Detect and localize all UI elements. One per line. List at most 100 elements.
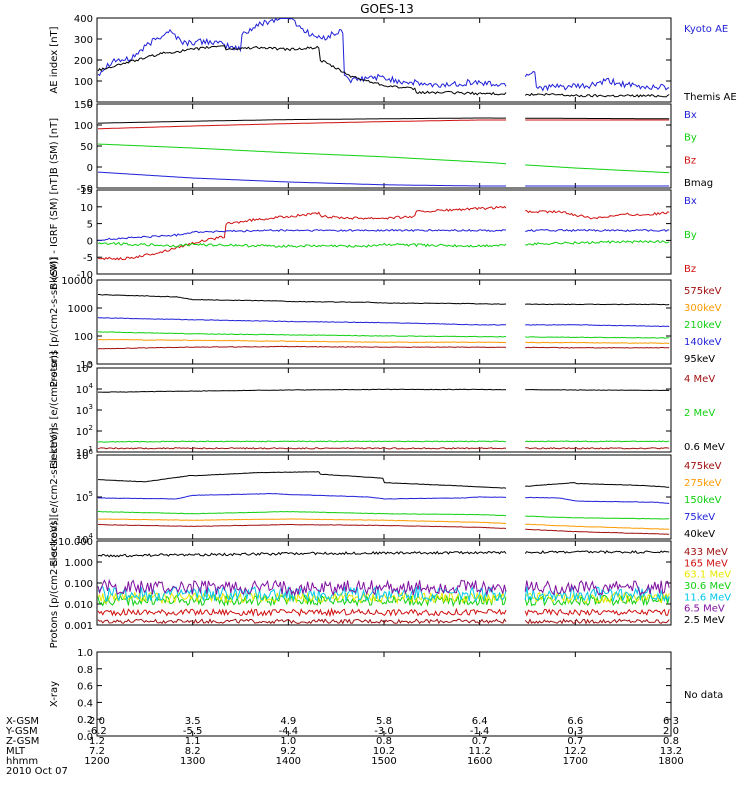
orbit-value: 12.2 bbox=[564, 746, 586, 757]
y-tick-label: 103 bbox=[76, 403, 93, 417]
orbit-value: 1600 bbox=[467, 756, 492, 767]
legend-entry: 0.6 MeV bbox=[684, 442, 725, 453]
legend-entry: 11.6 MeV bbox=[684, 592, 731, 603]
y-tick-label: 10 bbox=[80, 360, 93, 371]
legend-entry: Bx bbox=[684, 110, 697, 121]
y-tick-label: 0.100 bbox=[64, 579, 93, 590]
orbit-value: 8.2 bbox=[185, 746, 201, 757]
y-axis-label: B (SM) - IGRF (SM) [nT] bbox=[49, 174, 60, 290]
series-line-140kev bbox=[97, 317, 670, 328]
orbit-value: 7.2 bbox=[89, 746, 105, 757]
y-axis-label: B (SM) [nT] bbox=[49, 118, 60, 174]
y-tick-label: 104 bbox=[76, 382, 94, 396]
y-tick-label: 105 bbox=[76, 490, 93, 504]
series-line-by bbox=[97, 143, 670, 174]
legend-entry: 165 MeV bbox=[684, 558, 728, 569]
series-line-6.5-mev bbox=[97, 578, 670, 597]
y-tick-label: 106 bbox=[76, 448, 94, 462]
legend-entry: 140keV bbox=[684, 337, 722, 348]
y-tick-label: 1.0 bbox=[77, 648, 93, 659]
y-tick-label: 1000 bbox=[68, 304, 93, 315]
legend-entry: 4 MeV bbox=[684, 374, 715, 385]
orbit-value: 4.9 bbox=[280, 716, 296, 727]
legend-entry: Bz bbox=[684, 264, 696, 275]
y-tick-label: 102 bbox=[76, 424, 93, 438]
orbit-value: 1400 bbox=[276, 756, 301, 767]
y-tick-label: 0.6 bbox=[77, 682, 93, 693]
orbit-value: 2.0 bbox=[663, 726, 679, 737]
series-line-bz bbox=[97, 119, 670, 130]
legend-entry: 275keV bbox=[684, 478, 722, 489]
legend-entry: Bx bbox=[684, 196, 697, 207]
orbit-value: 3.5 bbox=[185, 716, 201, 727]
orbit-date: 2010 Oct 07 bbox=[6, 766, 68, 777]
series-line-475kev bbox=[98, 524, 670, 535]
series-line-bx bbox=[97, 228, 670, 241]
legend-entry: 30.6 MeV bbox=[684, 581, 731, 592]
y-tick-label: 15 bbox=[80, 186, 93, 197]
orbit-value: -5.5 bbox=[183, 726, 203, 737]
orbit-value: 13.2 bbox=[660, 746, 682, 757]
legend-entry: Bz bbox=[684, 155, 696, 166]
orbit-value: 5.8 bbox=[376, 716, 392, 727]
y-tick-label: 0 bbox=[87, 98, 93, 109]
legend-entry: 63.1 MeV bbox=[684, 570, 731, 581]
series-line-bx bbox=[97, 171, 670, 187]
panel-frame bbox=[96, 189, 672, 275]
orbit-row-label: X-GSM bbox=[6, 716, 39, 727]
y-tick-label: 0.2 bbox=[77, 715, 93, 726]
y-tick-label: 0.010 bbox=[64, 600, 93, 611]
series-line-0.6-mev bbox=[98, 388, 670, 393]
orbit-value: -1.4 bbox=[470, 726, 490, 737]
orbit-value: 1800 bbox=[658, 756, 683, 767]
legend-entry: 40keV bbox=[684, 529, 715, 540]
orbit-value: -3.0 bbox=[374, 726, 394, 737]
legend-entry: Kyoto AE bbox=[684, 24, 728, 35]
orbit-value: 1.1 bbox=[185, 736, 201, 747]
series-line-4-mev bbox=[97, 447, 670, 450]
series-line-300kev bbox=[97, 338, 670, 344]
legend-entry: 575keV bbox=[684, 286, 722, 297]
y-tick-label: 100 bbox=[74, 332, 93, 343]
legend-entry: 475keV bbox=[684, 461, 722, 472]
legend-entry: 75keV bbox=[684, 512, 715, 523]
y-tick-label: 0.001 bbox=[64, 621, 93, 632]
y-tick-label: -50 bbox=[77, 184, 93, 195]
series-line-575kev bbox=[97, 345, 670, 350]
y-axis-label: Electrons [e/(cm2-s-sr)] bbox=[49, 351, 60, 469]
legend-entry: 150keV bbox=[684, 495, 722, 506]
legend-entry: 300keV bbox=[684, 303, 722, 314]
series-line-bmag bbox=[97, 117, 670, 124]
orbit-value: 6.6 bbox=[567, 716, 583, 727]
orbit-value: 6.3 bbox=[663, 716, 679, 727]
series-line-63.1-mev bbox=[97, 590, 670, 605]
y-tick-label: 400 bbox=[74, 14, 93, 25]
series-line-40kev bbox=[98, 471, 670, 489]
y-axis-label: Protons [p/(cm2-s-sr-keV)] bbox=[49, 518, 60, 649]
orbit-value: 10.2 bbox=[373, 746, 395, 757]
y-tick-label: 0.4 bbox=[77, 698, 93, 709]
y-tick-label: 0 bbox=[87, 236, 93, 247]
chart-title: GOES-13 bbox=[360, 2, 414, 16]
y-tick-label: 5 bbox=[87, 220, 93, 231]
y-axis-label: Electrons [e/(cm2-s-sr-keV)] bbox=[49, 427, 60, 566]
y-tick-label: 105 bbox=[76, 361, 93, 375]
y-tick-label: 200 bbox=[74, 56, 93, 67]
y-tick-label: 0 bbox=[87, 163, 93, 174]
legend-entry: By bbox=[684, 133, 697, 144]
legend-entry: Themis AE bbox=[683, 92, 737, 103]
orbit-value: 9.2 bbox=[280, 746, 296, 757]
orbit-value: 1.2 bbox=[89, 736, 105, 747]
series-line-275kev bbox=[97, 518, 670, 530]
series-line-by bbox=[97, 239, 670, 248]
series-line-2-mev bbox=[97, 440, 670, 443]
panel-1: 0 100 200 300 400 AE index [nT] Kyoto AE Themis… bbox=[49, 14, 737, 109]
orbit-row-label: MLT bbox=[6, 746, 26, 757]
orbit-value: 0.7 bbox=[567, 736, 583, 747]
series-line-150kev bbox=[97, 510, 670, 520]
y-tick-label: 300 bbox=[74, 35, 93, 46]
series-line-165-mev bbox=[97, 607, 670, 618]
